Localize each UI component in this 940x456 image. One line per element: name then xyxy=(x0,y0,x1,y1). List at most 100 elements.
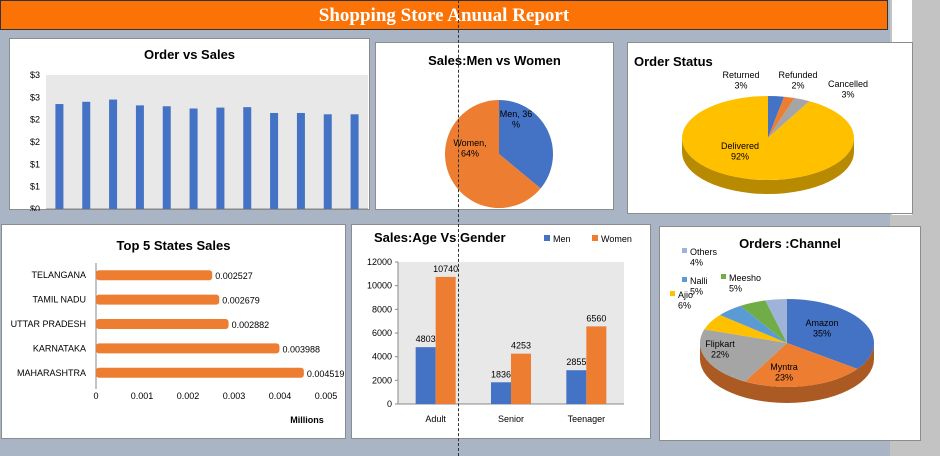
chart-title: Orders :Channel xyxy=(739,236,841,251)
legend-swatch xyxy=(592,235,598,241)
data-label: 1836 xyxy=(491,369,511,379)
data-label: 10740 xyxy=(433,264,458,274)
bar xyxy=(350,114,359,209)
bar xyxy=(96,367,304,378)
data-label: 4803 xyxy=(416,334,436,344)
chart-title: Sales:Men vs Women xyxy=(428,53,561,68)
bar xyxy=(96,319,229,329)
chart-orders-channel: Amazon 35% Myntra 23% Flipkart 22% Ajio 6%Nalli… xyxy=(670,247,874,403)
bar xyxy=(135,105,144,209)
pie-slice xyxy=(768,96,795,138)
panel-order-status[interactable]: Order Status Returned 3% Refunded 2% Cancell… xyxy=(627,42,913,214)
slice-label: Myntra 23% xyxy=(770,362,798,382)
chart-top5-states: TELANGANA 0.002527 TAMIL NADU 0.002679 UTTAR… xyxy=(11,263,345,425)
bar xyxy=(566,370,587,404)
panel-sales-men-women[interactable]: Sales:Men vs Women Men, 36% Women, 64% xyxy=(375,42,614,210)
y-tick-label: $1 xyxy=(30,159,40,169)
bar xyxy=(270,112,279,209)
x-tick-label: 0.002 xyxy=(177,391,200,401)
legend-label: Women xyxy=(601,234,632,244)
panel-order-vs-sales[interactable]: Order vs Sales $0$1$1$2$2$3$3JanFebMarAp… xyxy=(9,38,370,211)
slice-label: Delivered 92% xyxy=(721,141,759,161)
chart-title: Order Status xyxy=(634,54,713,69)
y-tick-label: 12000 xyxy=(367,257,392,267)
pie-slice xyxy=(719,305,787,343)
pie-slice xyxy=(787,299,874,369)
legend-swatch xyxy=(670,291,675,296)
y-tick-label: 10000 xyxy=(367,281,392,291)
x-tick-label: Teenager xyxy=(568,414,606,424)
slice-label: Women, 64% xyxy=(453,138,486,158)
pie-depth xyxy=(682,138,854,194)
bar xyxy=(162,106,171,209)
chart-order-status: Returned 3% Refunded 2% Cancelled 3% Delivered… xyxy=(682,70,868,194)
x-tick-label: Senior xyxy=(498,414,524,424)
chart-age-vs-gender: 0 2000 4000 6000 8000 10000 12000 4803 10740 Adul… xyxy=(367,234,632,424)
bar xyxy=(96,343,280,354)
slice-label: Meesho 5% xyxy=(729,273,761,293)
bar xyxy=(415,347,436,404)
bar xyxy=(216,107,225,209)
pie-depth xyxy=(700,343,874,403)
data-label: 4253 xyxy=(511,341,531,351)
data-label: 0.004519 xyxy=(307,369,345,379)
bar xyxy=(586,326,607,404)
y-tick-label: 2000 xyxy=(372,375,392,385)
panel-age-vs-gender[interactable]: Sales:Age Vs Gender 0 2000 4000 6000 8000 100… xyxy=(351,224,651,439)
chart-title: Top 5 States Sales xyxy=(116,238,231,253)
data-label: 0.002679 xyxy=(222,296,260,306)
pie-slice xyxy=(700,329,787,382)
bar xyxy=(55,104,64,209)
y-tick-label: KARNATAKA xyxy=(33,343,86,353)
panel-orders-channel[interactable]: Orders :Channel Amazon 35% Myntra 23% Flipka… xyxy=(659,226,921,441)
slice-label: Nalli 5% xyxy=(690,276,708,296)
bar xyxy=(96,294,220,305)
bar xyxy=(296,112,305,209)
slice-label: Cancelled 3% xyxy=(828,79,868,99)
data-label: 0.003988 xyxy=(282,344,320,354)
y-tick-label: TELANGANA xyxy=(31,270,86,280)
data-label: 2855 xyxy=(566,357,586,367)
slice-label: Returned 3% xyxy=(722,70,759,90)
y-tick-label: MAHARASHTRA xyxy=(17,368,86,378)
y-tick-label: UTTAR PRADESH xyxy=(11,319,86,329)
y-tick-label: $3 xyxy=(30,70,40,80)
slice-label: Others 4% xyxy=(690,247,718,267)
x-tick-label: 0.001 xyxy=(131,391,154,401)
slice-label: Refunded 2% xyxy=(778,70,817,90)
pie-slice xyxy=(682,96,854,180)
y-tick-label: $3 xyxy=(30,92,40,102)
pie-slice xyxy=(444,100,541,208)
pie-slice xyxy=(765,299,787,343)
report-title: Shopping Store Anuual Report xyxy=(0,0,888,30)
bar xyxy=(189,108,198,209)
slice-label: Flipkart 22% xyxy=(705,339,735,359)
chart-order-vs-sales: $0$1$1$2$2$3$3JanFebMarAprMayJunJulAugSe… xyxy=(30,70,368,211)
y-tick-label: $2 xyxy=(30,137,40,147)
y-tick-label: TAMIL NADU xyxy=(32,295,86,305)
panel-top5-states[interactable]: Top 5 States Sales TELANGANA 0.002527 TAMI… xyxy=(1,224,346,439)
y-tick-label: $0 xyxy=(30,204,40,211)
x-tick-label: 0.004 xyxy=(269,391,292,401)
pie-slice xyxy=(740,300,787,343)
bar xyxy=(109,99,118,209)
y-tick-label: 4000 xyxy=(372,352,392,362)
x-axis-label: Millions xyxy=(290,415,324,425)
slice-label: Men, 36% xyxy=(500,109,533,129)
x-tick-label: 0.003 xyxy=(223,391,246,401)
legend-swatch xyxy=(721,274,726,279)
y-tick-label: $1 xyxy=(30,182,40,192)
data-label: 6560 xyxy=(586,313,606,323)
pie-slice xyxy=(768,98,810,138)
pie-slice xyxy=(768,96,785,138)
data-label: 0.002527 xyxy=(215,271,253,281)
bar xyxy=(323,114,332,209)
x-tick-label: Adult xyxy=(425,414,446,424)
legend-swatch xyxy=(682,277,687,282)
slice-label: Amazon 35% xyxy=(805,318,838,338)
data-label: 0.002882 xyxy=(232,320,270,330)
chart-sales-men-women: Men, 36 % Women, 64% xyxy=(444,100,553,208)
slice-label: Ajio 6% xyxy=(678,290,693,310)
bar xyxy=(243,107,252,209)
legend-swatch xyxy=(544,235,550,241)
